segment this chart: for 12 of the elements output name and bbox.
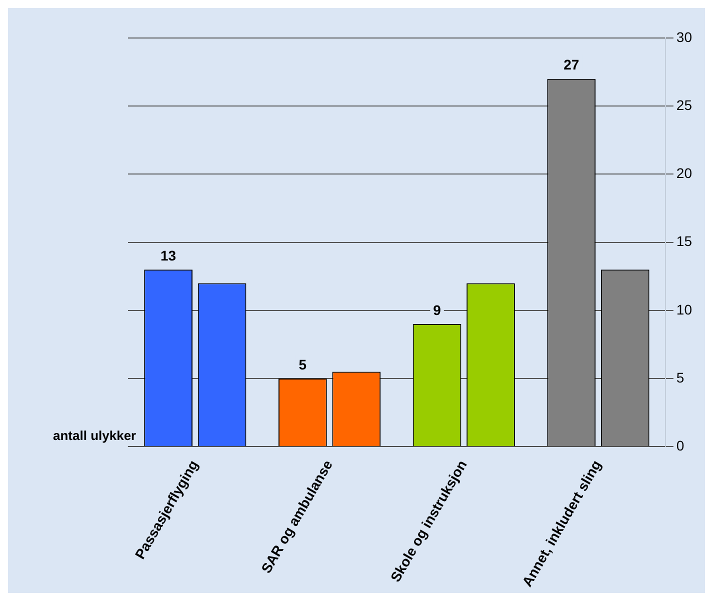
data-label: 5	[298, 356, 307, 372]
y-tick-label: 0	[676, 438, 684, 454]
y-tick-label: 5	[676, 369, 684, 386]
data-label: 9	[433, 302, 442, 318]
y-tick-label: 10	[676, 301, 692, 318]
y-tick-label: 20	[676, 165, 692, 182]
data-label: 27	[564, 56, 580, 73]
y-tick-label: 15	[676, 233, 692, 250]
y-tick-label: 25	[676, 96, 692, 113]
data-label: 13	[160, 247, 176, 264]
series-label: antall ulykker	[53, 428, 136, 444]
y-tick-label: 30	[676, 28, 692, 45]
